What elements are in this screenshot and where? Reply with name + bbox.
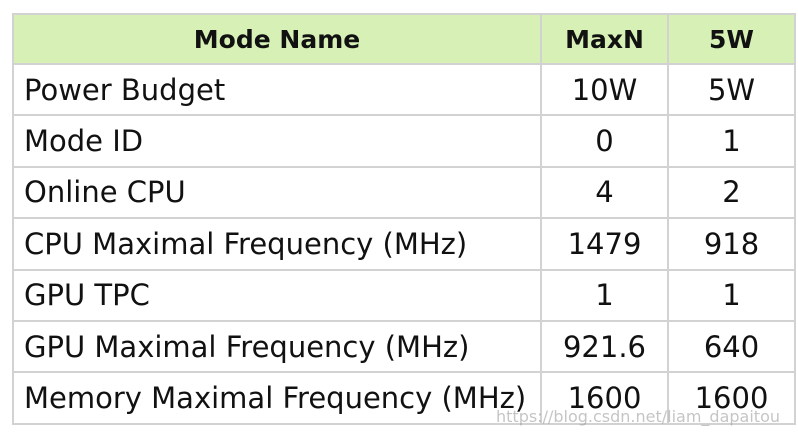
cell-5w: 2	[667, 165, 796, 220]
cell-5w: 640	[667, 319, 796, 374]
row-label-online-cpu: Online CPU	[12, 165, 542, 220]
table-row: GPU TPC 1 1	[12, 268, 796, 322]
row-label-cpu-max-frequency: CPU Maximal Frequency (MHz)	[12, 217, 542, 271]
table-row: GPU Maximal Frequency (MHz) 921.6 640	[12, 319, 796, 374]
table-row: CPU Maximal Frequency (MHz) 1479 918	[12, 217, 796, 271]
cell-5w: 1	[667, 268, 796, 322]
header-maxn: MaxN	[540, 13, 669, 65]
table-row: Power Budget 10W 5W	[12, 62, 796, 117]
cell-5w: 1	[667, 114, 796, 168]
row-label-gpu-tpc: GPU TPC	[12, 268, 542, 322]
cell-maxn: 1479	[540, 217, 669, 271]
header-5w: 5W	[667, 13, 796, 65]
cell-maxn: 1	[540, 268, 669, 322]
power-modes-table: Mode Name MaxN 5W Power Budget 10W 5W Mo…	[12, 13, 796, 425]
cell-maxn: 921.6	[540, 319, 669, 374]
cell-5w: 5W	[667, 62, 796, 117]
row-label-mode-id: Mode ID	[12, 114, 542, 168]
cell-maxn: 1600	[540, 371, 669, 425]
cell-maxn: 10W	[540, 62, 669, 117]
header-row: Mode Name MaxN 5W	[12, 13, 796, 65]
cell-maxn: 0	[540, 114, 669, 168]
header-mode-name: Mode Name	[12, 13, 542, 65]
cell-5w: 1600	[667, 371, 796, 425]
table-row: Memory Maximal Frequency (MHz) 1600 1600	[12, 371, 796, 425]
cell-5w: 918	[667, 217, 796, 271]
row-label-gpu-max-frequency: GPU Maximal Frequency (MHz)	[12, 319, 542, 374]
table-row: Mode ID 0 1	[12, 114, 796, 168]
row-label-memory-max-frequency: Memory Maximal Frequency (MHz)	[12, 371, 542, 425]
table-row: Online CPU 4 2	[12, 165, 796, 220]
row-label-power-budget: Power Budget	[12, 62, 542, 117]
cell-maxn: 4	[540, 165, 669, 220]
